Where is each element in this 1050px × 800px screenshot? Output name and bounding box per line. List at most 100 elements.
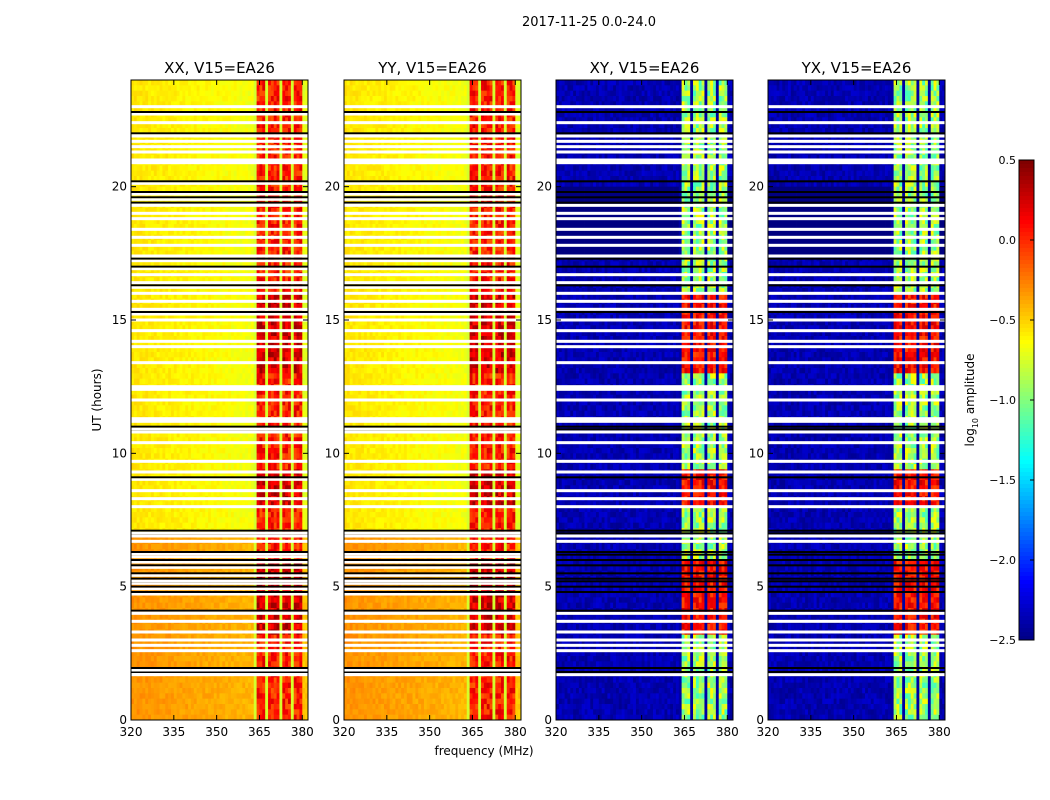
flag-row-white	[556, 217, 733, 220]
flag-row-black	[556, 426, 733, 428]
x-tick-label: 320	[545, 725, 568, 739]
colorbar-segment	[1019, 616, 1034, 621]
flag-row-black	[556, 202, 733, 204]
flag-row-black	[556, 551, 733, 553]
flag-row-black	[131, 196, 308, 198]
flag-row-white	[344, 255, 521, 258]
flag-row-white	[344, 639, 521, 642]
colorbar-segment	[1019, 440, 1034, 445]
flag-row-white	[344, 159, 521, 162]
flag-row-black	[556, 578, 733, 580]
flag-row-white	[556, 105, 733, 108]
colorbar-segment	[1019, 628, 1034, 633]
flag-row-white	[556, 159, 733, 162]
flag-row-white	[344, 217, 521, 220]
flag-row-white	[131, 182, 308, 185]
colorbar-segment	[1019, 464, 1034, 469]
colorbar-segment	[1019, 252, 1034, 257]
flag-row-white	[344, 588, 521, 591]
colorbar-segment	[1019, 308, 1034, 313]
flag-row-white	[131, 428, 308, 431]
colorbar-segment	[1019, 268, 1034, 273]
flag-row-white	[131, 612, 308, 615]
flag-row-white	[131, 649, 308, 652]
flag-row-black	[131, 591, 308, 593]
flag-row-black	[556, 559, 733, 561]
colorbar-segment	[1019, 376, 1034, 381]
y-tick-label: 10	[537, 446, 552, 460]
colorbar-tick-label: −0.5	[989, 314, 1016, 327]
flag-row-black	[556, 180, 733, 182]
x-tick-label: 350	[418, 725, 441, 739]
colorbar-segment	[1019, 456, 1034, 461]
flag-row-white	[344, 313, 521, 316]
y-tick-label: 5	[756, 580, 764, 594]
flag-row-white	[768, 161, 945, 164]
colorbar-segment	[1019, 408, 1034, 413]
flag-row-black	[344, 530, 521, 532]
flag-row-white	[556, 489, 733, 492]
flag-row-white	[131, 268, 308, 271]
flag-row-white	[131, 534, 308, 537]
colorbar-segment	[1019, 500, 1034, 505]
flag-row-white	[344, 430, 521, 433]
flag-row-black	[768, 610, 945, 612]
flag-row-white	[344, 669, 521, 672]
flag-row-white	[344, 236, 521, 239]
flag-row-white	[131, 340, 308, 343]
flag-row-white	[344, 151, 521, 154]
flag-row-black	[344, 610, 521, 612]
colorbar-segment	[1019, 176, 1034, 181]
flag-row-black	[131, 559, 308, 561]
flag-row-white	[556, 292, 733, 295]
colorbar-segment	[1019, 544, 1034, 549]
flag-row-black	[768, 591, 945, 593]
flag-row-black	[344, 572, 521, 574]
flag-row-black	[556, 111, 733, 113]
flag-row-black	[131, 311, 308, 313]
colorbar-segment	[1019, 412, 1034, 417]
flag-row-white	[131, 580, 308, 583]
flag-row-white	[768, 345, 945, 348]
x-tick-label: 335	[587, 725, 610, 739]
colorbar-segment	[1019, 208, 1034, 213]
flag-row-white	[344, 300, 521, 303]
flag-row-white	[131, 308, 308, 311]
flag-row-black	[556, 284, 733, 286]
colorbar-segment	[1019, 228, 1034, 233]
flag-row-white	[344, 281, 521, 284]
flag-row-white	[344, 553, 521, 556]
flag-row-white	[344, 673, 521, 676]
x-tick-label: 365	[248, 725, 271, 739]
colorbar-tick-label: −2.5	[989, 634, 1016, 647]
flag-row-white	[131, 260, 308, 263]
flag-row-white	[131, 281, 308, 284]
flag-row-white	[768, 612, 945, 615]
y-tick-label: 15	[325, 313, 340, 327]
colorbar-segment	[1019, 304, 1034, 309]
flag-row-white	[344, 417, 521, 420]
flag-row-black	[768, 132, 945, 134]
flag-row-white	[344, 113, 521, 116]
colorbar-segment	[1019, 200, 1034, 205]
flag-row-black	[768, 266, 945, 268]
y-tick-label: 0	[119, 713, 127, 727]
flag-row-white	[131, 329, 308, 332]
flag-row-white	[768, 300, 945, 303]
colorbar-segment	[1019, 520, 1034, 525]
figure-title: 2017-11-25 0.0-24.0	[522, 15, 656, 30]
colorbar-segment	[1019, 292, 1034, 297]
flag-row-white	[131, 388, 308, 391]
y-tick-label: 20	[112, 180, 127, 194]
flag-row-white	[344, 478, 521, 481]
flag-row-white	[131, 140, 308, 143]
flag-row-black	[131, 578, 308, 580]
flag-row-black	[768, 284, 945, 286]
flag-row-white	[131, 561, 308, 564]
x-tick-label: 365	[885, 725, 908, 739]
colorbar-segment	[1019, 272, 1034, 277]
colorbar-segment	[1019, 296, 1034, 301]
colorbar-segment	[1019, 192, 1034, 197]
